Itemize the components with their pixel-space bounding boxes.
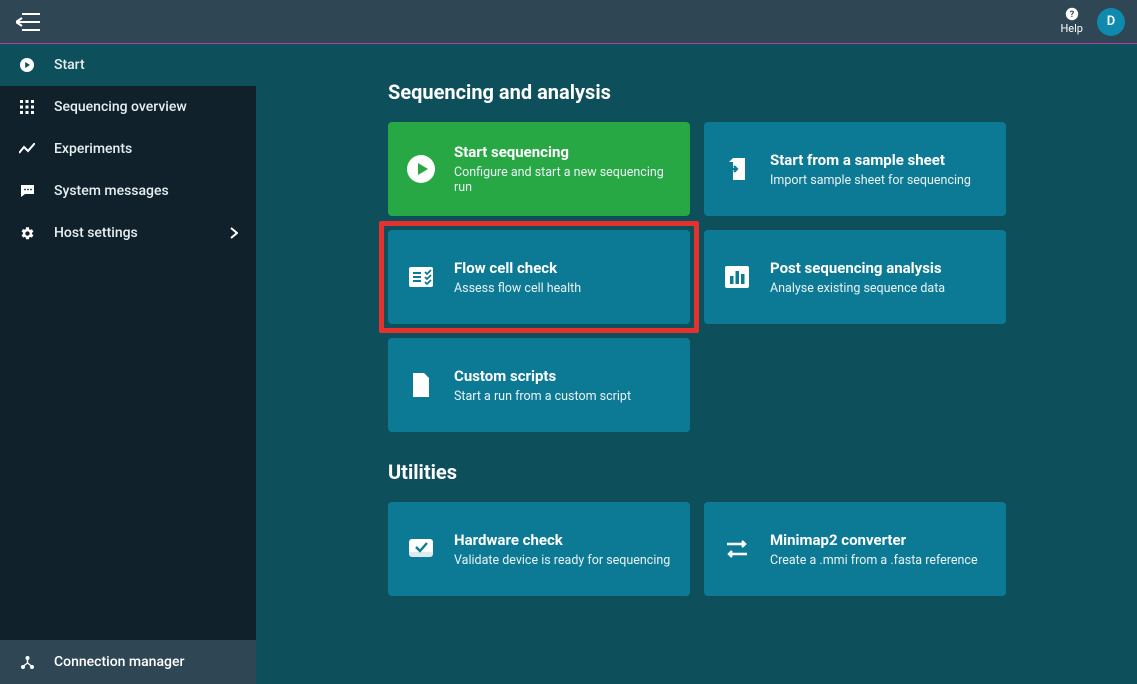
help-icon: ? <box>1065 7 1079 21</box>
card-start-sequencing[interactable]: Start sequencing Configure and start a n… <box>388 122 690 216</box>
card-grid: Hardware check Validate device is ready … <box>388 502 1137 596</box>
sidebar-item-experiments[interactable]: Experiments <box>0 128 256 170</box>
card-subtitle: Analyse existing sequence data <box>770 281 945 296</box>
card-minimap2-converter[interactable]: Minimap2 converter Create a .mmi from a … <box>704 502 1006 596</box>
sidebar-item-start[interactable]: Start <box>0 44 256 86</box>
sidebar-connection-manager[interactable]: Connection manager <box>0 640 256 684</box>
main: Start Sequencing overview Experiments <box>0 44 1137 684</box>
sidebar: Start Sequencing overview Experiments <box>0 44 256 684</box>
card-subtitle: Configure and start a new sequencing run <box>454 165 672 195</box>
card-subtitle: Validate device is ready for sequencing <box>454 553 670 568</box>
card-subtitle: Import sample sheet for sequencing <box>770 173 971 188</box>
card-flow-cell-check[interactable]: Flow cell check Assess flow cell health <box>388 230 690 324</box>
avatar[interactable]: D <box>1097 8 1125 36</box>
card-post-sequencing-analysis[interactable]: Post sequencing analysis Analyse existin… <box>704 230 1006 324</box>
sidebar-item-label: Experiments <box>54 141 132 157</box>
document-icon <box>404 368 438 402</box>
sidebar-item-label: System messages <box>54 183 169 199</box>
chart-line-icon <box>18 143 36 155</box>
device-check-icon <box>404 532 438 566</box>
grid-icon <box>18 100 36 114</box>
message-icon <box>18 184 36 198</box>
sheet-import-icon <box>720 152 754 186</box>
menu-toggle-icon[interactable] <box>16 13 40 31</box>
sidebar-item-host-settings[interactable]: Host settings <box>0 212 256 254</box>
card-title: Start sequencing <box>454 143 672 161</box>
card-title: Flow cell check <box>454 259 581 277</box>
play-solid-icon <box>404 152 438 186</box>
section-utilities: Utilities Hardware check Valida <box>388 460 1137 596</box>
checklist-icon <box>404 260 438 294</box>
section-title: Utilities <box>388 460 1137 484</box>
help-label: Help <box>1060 23 1083 35</box>
sidebar-item-label: Sequencing overview <box>54 99 187 115</box>
card-title: Post sequencing analysis <box>770 259 945 277</box>
card-title: Minimap2 converter <box>770 531 978 549</box>
sidebar-item-sequencing-overview[interactable]: Sequencing overview <box>0 86 256 128</box>
gear-icon <box>18 226 36 241</box>
card-sample-sheet[interactable]: Start from a sample sheet Import sample … <box>704 122 1006 216</box>
card-hardware-check[interactable]: Hardware check Validate device is ready … <box>388 502 690 596</box>
card-custom-scripts[interactable]: Custom scripts Start a run from a custom… <box>388 338 690 432</box>
sidebar-item-label: Host settings <box>54 225 138 241</box>
bar-chart-icon <box>720 260 754 294</box>
sidebar-nav: Start Sequencing overview Experiments <box>0 44 256 640</box>
section-sequencing: Sequencing and analysis Start sequencing… <box>388 80 1137 432</box>
help-button[interactable]: ? Help <box>1060 7 1083 35</box>
convert-icon <box>720 532 754 566</box>
section-title: Sequencing and analysis <box>388 80 1137 104</box>
content: Sequencing and analysis Start sequencing… <box>256 44 1137 684</box>
card-grid: Start sequencing Configure and start a n… <box>388 122 1137 432</box>
svg-text:?: ? <box>1069 10 1074 20</box>
sidebar-item-label: Start <box>54 57 85 73</box>
card-title: Start from a sample sheet <box>770 151 971 169</box>
hub-icon <box>18 655 36 670</box>
sidebar-footer-label: Connection manager <box>54 654 184 670</box>
play-circle-icon <box>18 57 36 73</box>
card-subtitle: Create a .mmi from a .fasta reference <box>770 553 978 568</box>
card-subtitle: Start a run from a custom script <box>454 389 631 404</box>
avatar-initial: D <box>1107 14 1115 29</box>
chevron-right-icon <box>230 227 238 239</box>
topbar: ? Help D <box>0 0 1137 44</box>
card-title: Custom scripts <box>454 367 631 385</box>
sidebar-item-system-messages[interactable]: System messages <box>0 170 256 212</box>
card-subtitle: Assess flow cell health <box>454 281 581 296</box>
card-title: Hardware check <box>454 531 670 549</box>
highlight-flow-cell-check: Flow cell check Assess flow cell health <box>379 221 699 333</box>
